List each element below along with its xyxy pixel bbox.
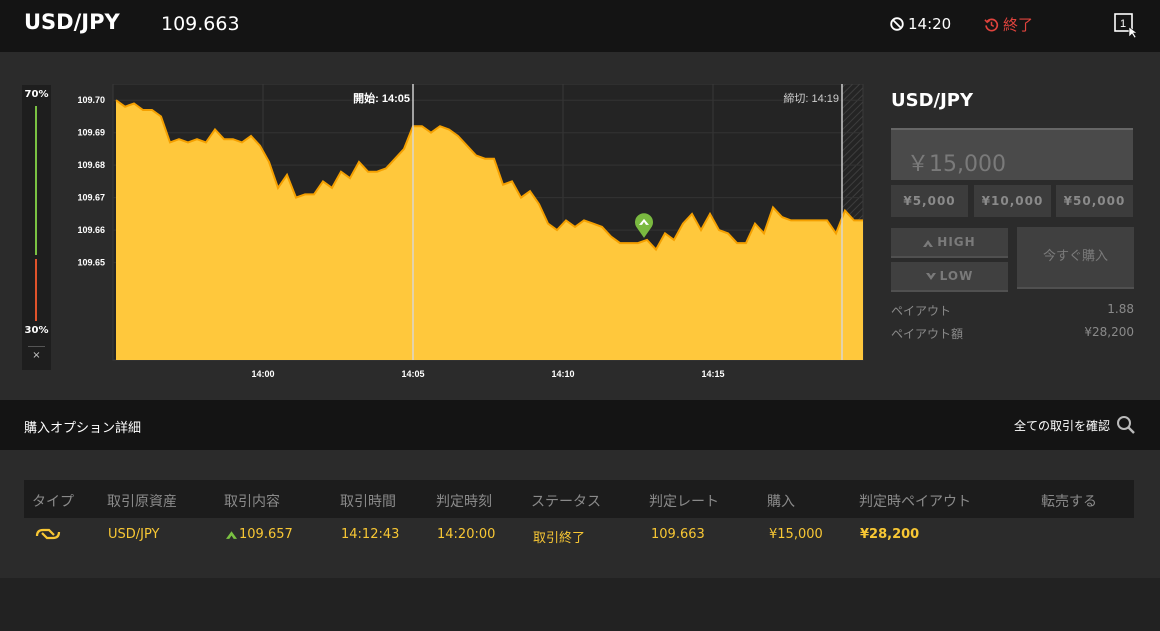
col-resell: 転売する: [1041, 494, 1097, 510]
payout-amount-label: ペイアウト額: [891, 327, 964, 341]
svg-text:1: 1: [1120, 18, 1126, 30]
payout-label: ペイアウト: [891, 304, 952, 318]
low-button[interactable]: LOW: [891, 262, 1008, 292]
gauge-close-button[interactable]: ×: [32, 350, 41, 361]
payout-value: 1.88: [1107, 302, 1134, 316]
x-tick-label: 14:10: [551, 369, 574, 379]
up-chevron-icon: [923, 239, 934, 247]
row-payout: ¥28,200: [860, 527, 920, 542]
entry-marker: [635, 213, 653, 238]
search-icon[interactable]: [1116, 415, 1136, 435]
table-row[interactable]: USD/JPY 109.657 14:12:43 14:20:00 取引終了 1…: [24, 518, 1134, 552]
quick-amount-5000-button[interactable]: ¥5,000: [891, 185, 968, 217]
row-status: 取引終了: [533, 531, 586, 546]
highlow-type-icon: [35, 528, 61, 540]
trades-table-area: タイプ 取引原資産 取引内容 取引時間 判定時刻 ステータス 判定レート 購入 …: [0, 450, 1160, 578]
quick-amount-50000-button[interactable]: ¥50,000: [1056, 185, 1133, 217]
current-rate: 109.663: [161, 13, 240, 35]
row-purchase: ¥15,000: [769, 527, 823, 542]
amount-input[interactable]: ￥15,000: [891, 128, 1133, 180]
row-judge-time: 14:20:00: [437, 527, 496, 542]
up-arrow-icon: [226, 531, 237, 539]
col-type: タイプ: [32, 494, 74, 510]
payout-amount-value: ¥28,200: [1084, 325, 1134, 339]
end-label: 終了: [1003, 16, 1034, 34]
row-content: 109.657: [226, 527, 293, 542]
view-all-trades-link[interactable]: 全ての取引を確認: [1014, 419, 1111, 433]
time-remaining: 14:20: [890, 15, 951, 33]
price-area: [116, 100, 863, 360]
low-label: LOW: [939, 269, 974, 283]
y-tick-label: 109.66: [77, 225, 105, 235]
x-tick-label: 14:00: [251, 369, 274, 379]
price-chart: 開始: 14:05 締切: 14:19 109.70 109.69 109.68 109.…: [77, 84, 864, 379]
gauge-high-label: 70%: [24, 89, 49, 100]
top-bar: USD/JPY 109.663 14:20 終了 1: [0, 0, 1160, 52]
col-purchase: 購入: [767, 494, 795, 510]
row-judge-rate: 109.663: [651, 527, 705, 542]
window-one-icon[interactable]: 1: [1114, 13, 1140, 43]
high-button[interactable]: HIGH: [891, 228, 1008, 258]
end-label: 締切: 14:19: [783, 91, 839, 105]
down-chevron-icon: [925, 272, 936, 280]
y-tick-label: 109.70: [77, 95, 105, 105]
prohibited-icon: [890, 17, 904, 31]
gauge-low-bar: [35, 258, 37, 321]
high-label: HIGH: [937, 235, 976, 249]
sentiment-gauge: 70% 30% ×: [22, 85, 51, 370]
row-trade-time: 14:12:43: [341, 527, 400, 542]
y-tick-label: 109.69: [77, 128, 105, 138]
buy-now-button[interactable]: 今すぐ購入: [1017, 227, 1134, 289]
panel-asset-title: USD/JPY: [891, 90, 974, 111]
gauge-low-label: 30%: [24, 325, 49, 336]
end-button[interactable]: 終了: [984, 14, 1033, 35]
y-tick-label: 109.65: [77, 258, 105, 268]
trades-table-header: タイプ 取引原資産 取引内容 取引時間 判定時刻 ステータス 判定レート 購入 …: [24, 480, 1134, 518]
purchase-details-header: 購入オプション詳細 全ての取引を確認: [0, 400, 1160, 450]
col-asset: 取引原資産: [107, 494, 177, 510]
x-tick-label: 14:15: [701, 369, 724, 379]
gauge-divider: [28, 346, 45, 347]
gauge-high-bar: [35, 106, 37, 255]
row-content-value: 109.657: [239, 527, 293, 542]
y-tick-label: 109.67: [77, 193, 105, 203]
col-judge-rate: 判定レート: [649, 494, 719, 510]
history-icon: [984, 18, 999, 32]
x-tick-label: 14:05: [401, 369, 424, 379]
entry-marker-arrow: [639, 218, 649, 225]
col-judge-time: 判定時刻: [436, 494, 492, 510]
quick-amount-10000-button[interactable]: ¥10,000: [974, 185, 1051, 217]
time-remaining-value: 14:20: [908, 15, 952, 33]
y-tick-label: 109.68: [77, 160, 105, 170]
asset-title: USD/JPY: [24, 10, 120, 34]
col-status: ステータス: [531, 494, 601, 510]
col-content: 取引内容: [224, 494, 280, 510]
price-line: [115, 99, 863, 252]
col-payout: 判定時ペイアウト: [859, 494, 971, 510]
start-label: 開始: 14:05: [353, 91, 410, 105]
col-trade-time: 取引時間: [340, 494, 396, 510]
purchase-details-title: 購入オプション詳細: [24, 421, 142, 436]
row-asset: USD/JPY: [108, 527, 160, 542]
bottom-area: [0, 578, 1160, 631]
